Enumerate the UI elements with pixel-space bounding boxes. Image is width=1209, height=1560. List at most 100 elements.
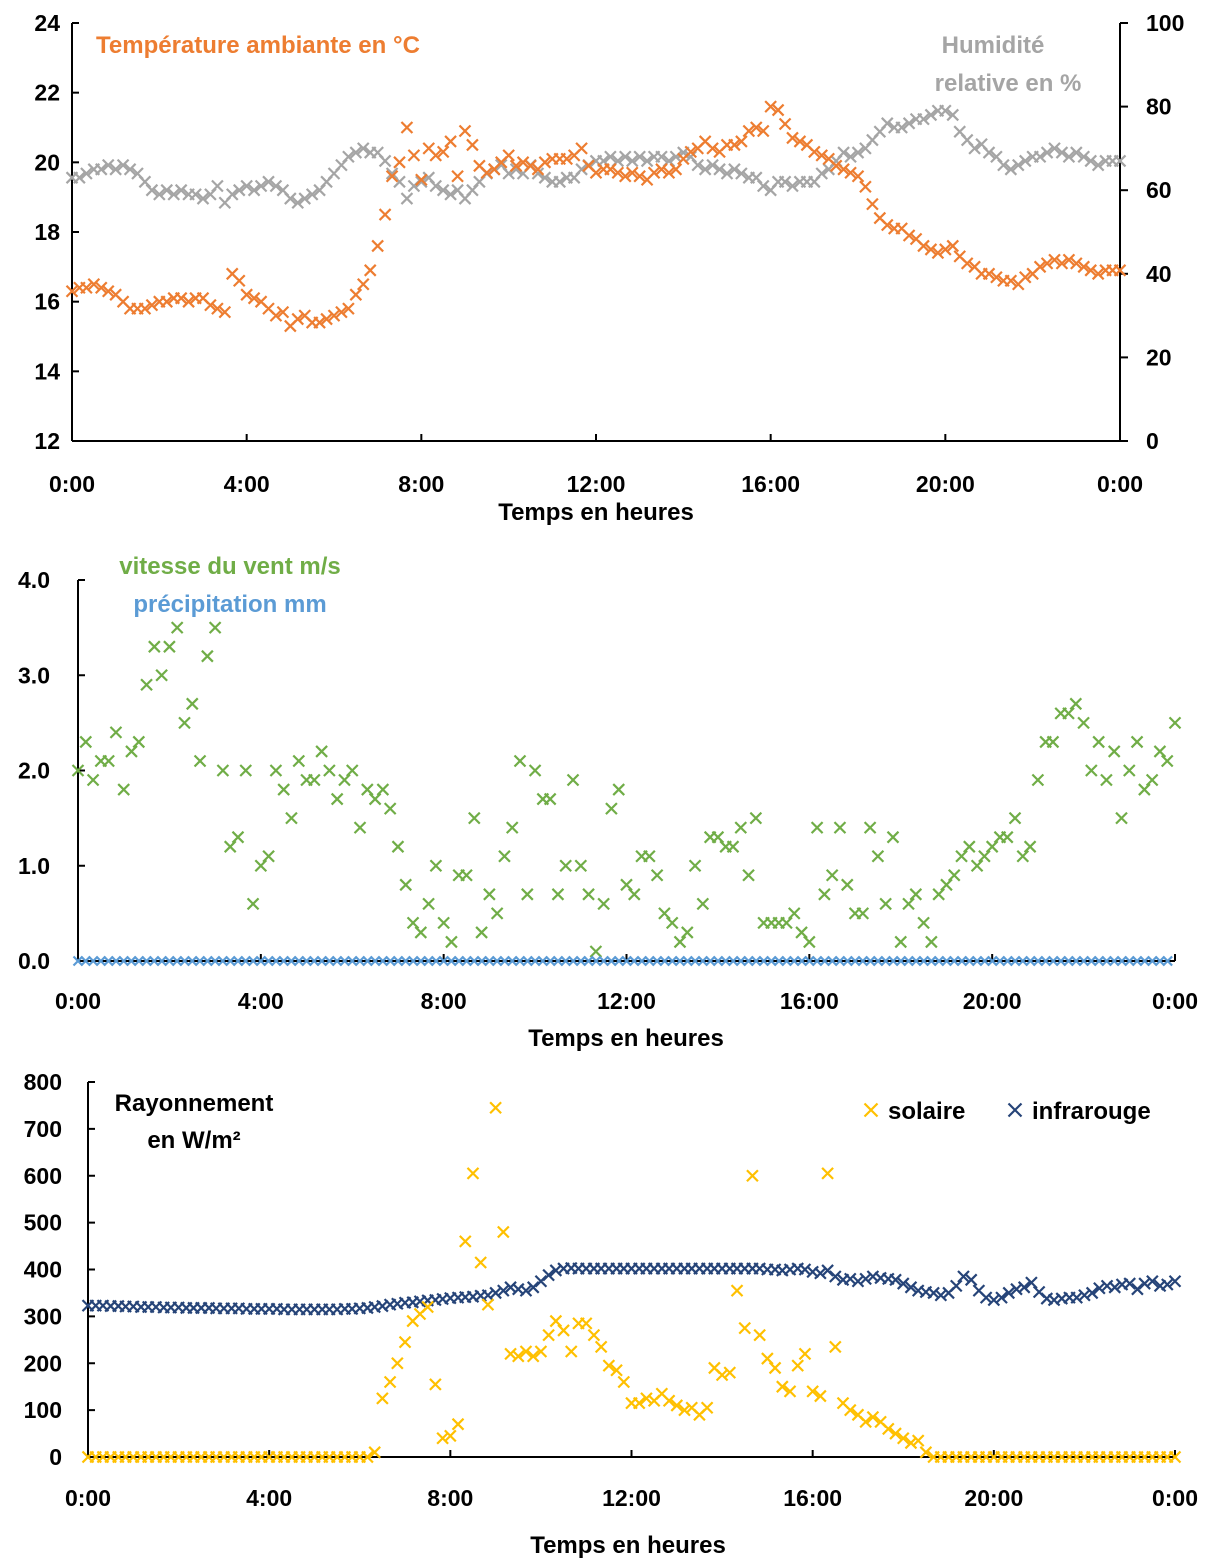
- temperature-point: [378, 208, 392, 221]
- solar-point: [723, 1366, 737, 1379]
- solar-point: [896, 1431, 910, 1445]
- chart2-x-tick-label: 0:00: [55, 988, 101, 1014]
- temperature-point: [1040, 257, 1054, 270]
- chart1-y2-tick-label: 40: [1146, 261, 1172, 287]
- solar-point: [526, 1349, 540, 1363]
- precipitation-point: [964, 955, 975, 967]
- temperature-point: [385, 169, 399, 183]
- infrared-point: [542, 1268, 555, 1282]
- precipitation-point: [468, 955, 480, 967]
- temperature-point: [764, 100, 777, 113]
- precipitation-point: [1025, 955, 1036, 967]
- precipitation-point: [164, 955, 175, 967]
- wind-point: [262, 849, 275, 863]
- temperature-point: [939, 243, 952, 256]
- temperature-point: [982, 267, 996, 281]
- infrared-point: [964, 1273, 978, 1287]
- wind-point: [338, 773, 351, 787]
- precipitation-point: [575, 955, 587, 967]
- precipitation-point: [126, 955, 137, 967]
- temperature-point: [829, 159, 843, 173]
- chart3-y-tick-label: 800: [24, 1069, 62, 1095]
- chart3-x-tick-label: 8:00: [427, 1485, 473, 1511]
- temperature-point: [516, 156, 530, 169]
- wind-point: [1062, 707, 1075, 720]
- temperature-point: [480, 166, 494, 180]
- wind-point: [543, 792, 557, 806]
- humidity-point: [1077, 150, 1091, 164]
- precipitation-point: [720, 955, 731, 967]
- wind-point: [582, 888, 595, 901]
- solar-point: [421, 1300, 434, 1314]
- wind-point: [483, 888, 496, 901]
- wind-point: [308, 773, 321, 787]
- wind-point: [1130, 735, 1144, 749]
- chart1-y-tick-label: 12: [34, 428, 60, 454]
- wind-point: [856, 907, 870, 920]
- chart1-y-tick-label: 22: [34, 80, 60, 106]
- temperature-point: [138, 302, 152, 315]
- wind-point: [985, 840, 999, 853]
- temperature-point: [291, 312, 305, 326]
- wind-point: [947, 868, 961, 882]
- precipitation-point: [948, 955, 960, 967]
- precipitation-point: [308, 955, 320, 967]
- solar-point: [783, 1385, 797, 1398]
- temperature-point: [320, 312, 333, 326]
- chart1-x-tick-label: 8:00: [398, 471, 444, 497]
- solar-point: [481, 1298, 495, 1311]
- humidity-point: [269, 179, 283, 193]
- humidity-point: [968, 142, 981, 155]
- chart1-y2-tick-label: 20: [1146, 344, 1172, 370]
- solar-point: [859, 1415, 872, 1429]
- temperature-point: [466, 138, 479, 152]
- wind-point: [345, 764, 359, 777]
- temperature-point: [458, 124, 472, 138]
- humidity-point: [101, 158, 115, 172]
- temperature-point: [808, 145, 821, 159]
- precipitation-point: [461, 955, 472, 967]
- wind-point: [795, 926, 808, 939]
- wind-point: [833, 821, 847, 834]
- precipitation-point: [1002, 955, 1013, 967]
- precipitation-point: [430, 955, 442, 967]
- precipitation-point: [392, 955, 404, 967]
- temperature-point: [756, 124, 770, 138]
- solar-point: [617, 1375, 631, 1389]
- temperature-point: [1062, 253, 1076, 267]
- temperature-point: [793, 135, 807, 148]
- humidity-point: [73, 171, 86, 184]
- precipitation-point: [758, 955, 770, 967]
- chart1-y-tick-label: 18: [34, 219, 60, 245]
- precipitation-point: [278, 955, 290, 967]
- humidity-point: [1018, 154, 1032, 168]
- solar-point: [391, 1356, 404, 1370]
- solar-point: [814, 1389, 827, 1403]
- solar-point: [761, 1352, 774, 1365]
- chart3-y-tick-label: 400: [24, 1257, 62, 1283]
- precipitation-point: [728, 955, 739, 967]
- chart1-y-tick-label: 14: [34, 358, 60, 384]
- wind-point: [589, 945, 603, 958]
- wind-point: [414, 926, 428, 939]
- wind-point: [170, 621, 184, 634]
- chart3-x-tick-label: 16:00: [783, 1485, 842, 1511]
- humidity-point: [575, 163, 588, 176]
- precipitation-point: [232, 955, 244, 967]
- precipitation-point: [750, 955, 762, 967]
- temperature-point: [931, 246, 945, 260]
- infrared-point: [987, 1293, 1001, 1307]
- precipitation-point: [598, 955, 610, 967]
- temperature-point: [80, 281, 93, 295]
- wind-point: [673, 935, 687, 949]
- precipitation-point: [415, 955, 427, 967]
- solar-point: [640, 1392, 653, 1405]
- chart2-y-tick-label: 2.0: [18, 758, 50, 784]
- temperature-point: [1091, 267, 1105, 281]
- temperature-point: [1018, 271, 1032, 284]
- wind-point: [391, 840, 405, 853]
- chart3-y-tick-label: 700: [24, 1116, 62, 1142]
- humidity-series-label-line2: relative en %: [935, 70, 1082, 97]
- infrared-point: [927, 1286, 940, 1300]
- solar-point: [368, 1446, 381, 1459]
